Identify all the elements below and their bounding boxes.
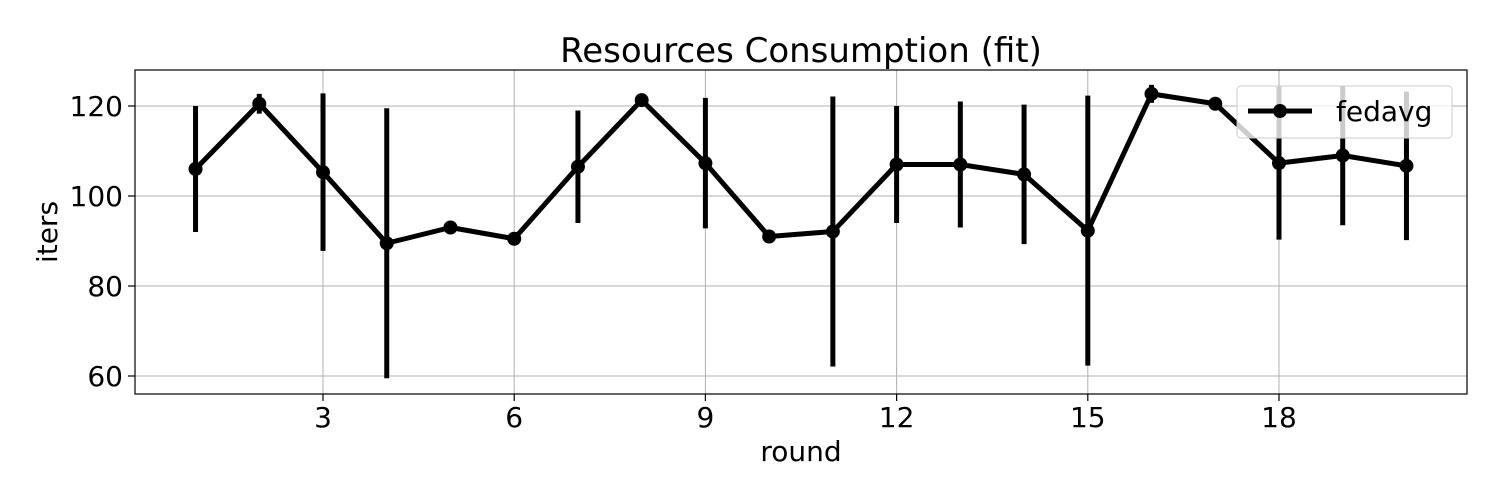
x-tick-label: 15: [1070, 401, 1106, 434]
data-point: [443, 220, 458, 235]
x-tick-label: 12: [879, 401, 915, 434]
ticks: 3 6 9 12 15 18 60 80 100 120: [70, 90, 1297, 434]
y-tick-label: 100: [70, 180, 123, 213]
chart-title: Resources Consumption (fit): [560, 31, 1042, 71]
y-tick-label: 60: [87, 360, 123, 393]
y-tick-label: 80: [87, 270, 123, 303]
x-tick-label: 18: [1261, 401, 1297, 434]
data-point: [188, 162, 203, 176]
data-point: [316, 165, 331, 180]
legend-box: [1236, 85, 1453, 139]
x-tick-label: 6: [505, 401, 523, 434]
x-tick-label: 9: [696, 401, 714, 434]
data-point: [1335, 148, 1350, 163]
legend-label-fedavg: fedavg: [1336, 95, 1432, 128]
y-tick-label: 120: [70, 90, 123, 123]
data-point: [1399, 158, 1414, 173]
y-axis-label: iters: [31, 201, 64, 263]
data-point: [825, 224, 840, 239]
data-point: [1144, 86, 1159, 101]
data-point: [1271, 156, 1286, 171]
data-point: [507, 231, 522, 246]
data-point: [634, 93, 649, 108]
data-point: [762, 229, 777, 244]
data-point: [570, 159, 585, 174]
data-point: [698, 156, 713, 171]
data-point: [379, 236, 394, 251]
series-line-fedavg: [193, 91, 1407, 246]
x-tick-label: 3: [314, 401, 332, 434]
data-point: [1208, 96, 1223, 111]
x-axis-label: round: [760, 435, 841, 468]
legend: fedavg: [1236, 85, 1453, 139]
plot-frame: [134, 69, 1468, 395]
data-point: [1017, 167, 1032, 182]
legend-marker: [1273, 104, 1287, 118]
data-point: [1080, 223, 1095, 238]
data-point: [252, 96, 267, 111]
data-point: [953, 157, 968, 172]
series-layer: [188, 84, 1414, 379]
data-point: [889, 157, 904, 172]
